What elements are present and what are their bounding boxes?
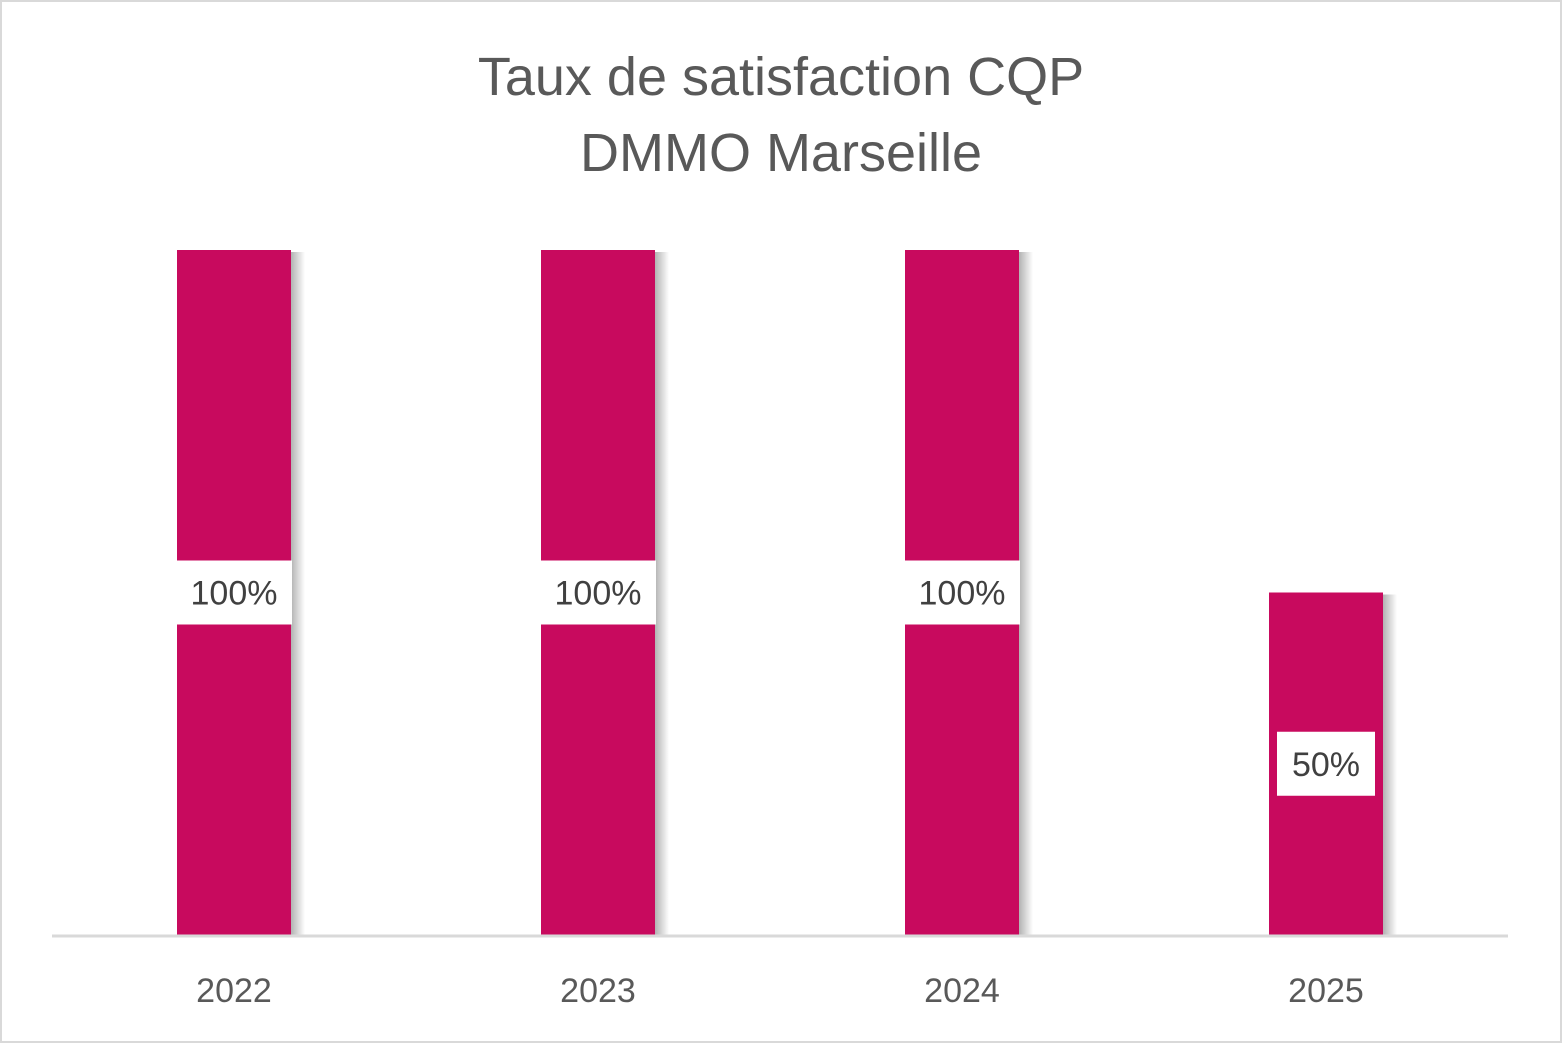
bar-shadow — [655, 252, 669, 935]
data-label-box — [1277, 731, 1375, 796]
data-label-box — [904, 560, 1020, 625]
x-tick-label: 2025 — [1288, 972, 1364, 1010]
data-label: 50% — [1292, 746, 1360, 784]
data-label-box — [540, 560, 656, 625]
data-label: 100% — [555, 575, 642, 613]
x-tick-label: 2022 — [196, 972, 272, 1010]
x-tick-label: 2024 — [924, 972, 1000, 1010]
chart-title-line-1: Taux de satisfaction CQP — [477, 47, 1085, 107]
chart-title-line-2: DMMO Marseille — [579, 123, 983, 183]
data-label: 100% — [919, 575, 1006, 613]
data-label-box — [176, 560, 292, 625]
x-tick-label: 2023 — [560, 972, 636, 1010]
data-label: 100% — [191, 575, 278, 613]
bar-shadow — [1383, 594, 1397, 935]
bar-shadow — [291, 252, 305, 935]
bar-shadow — [1019, 252, 1033, 935]
